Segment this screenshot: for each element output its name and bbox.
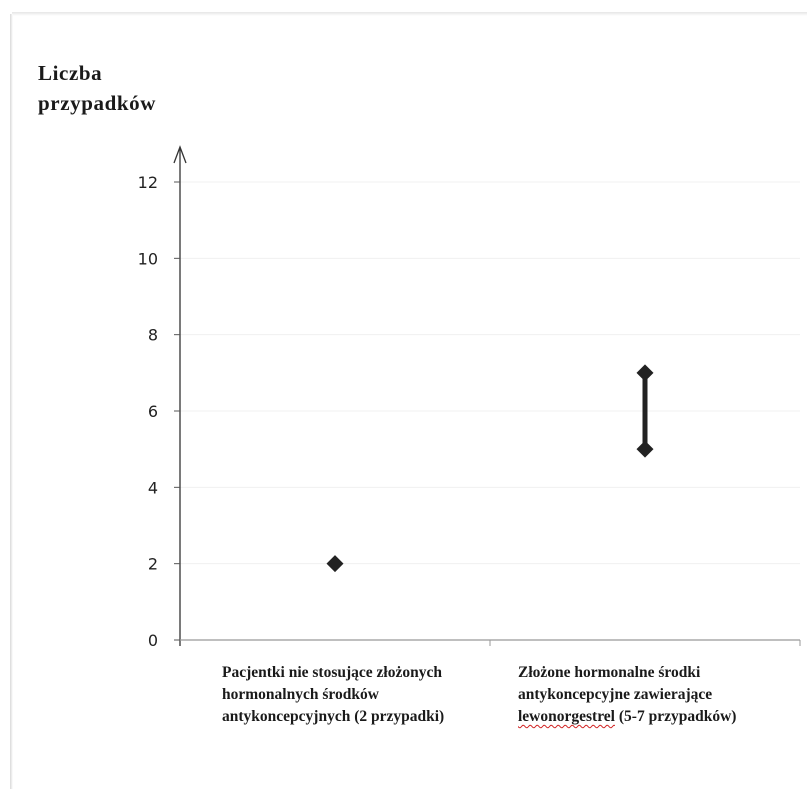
y-axis-label-line-1: Liczba (38, 61, 103, 85)
y-tick-label-4: 4 (148, 478, 158, 497)
category-label-1: Złożone hormonalne środki antykoncepcyjn… (518, 662, 803, 728)
frame-shadow-left (10, 14, 13, 789)
y-tick-label-0: 0 (148, 631, 158, 650)
point-1-low (636, 440, 654, 458)
point-0 (326, 555, 344, 573)
y-tick-label-12: 12 (138, 173, 158, 192)
frame-shadow-top (12, 12, 807, 16)
y-tick-label-10: 10 (138, 249, 158, 268)
y-axis-label: Liczba przypadków (38, 58, 156, 118)
y-axis-arrow (173, 145, 187, 164)
y-axis-label-line-2: przypadków (38, 91, 157, 115)
y-tick-label-6: 6 (148, 402, 158, 421)
category-label-0: Pacjentki nie stosujące złożonych hormon… (222, 662, 482, 728)
category-label-1-text: Złożone hormonalne środki antykoncepcyjn… (518, 664, 713, 703)
category-label-1-marked-word: lewonorgestrel (518, 708, 615, 725)
point-1-high (636, 364, 654, 382)
category-label-0-text: Pacjentki nie stosujące złożonych hormon… (222, 664, 445, 725)
y-tick-label-8: 8 (148, 326, 158, 345)
y-tick-label-2: 2 (148, 555, 158, 574)
category-label-1-tail: (5-7 przypadków) (615, 708, 737, 725)
